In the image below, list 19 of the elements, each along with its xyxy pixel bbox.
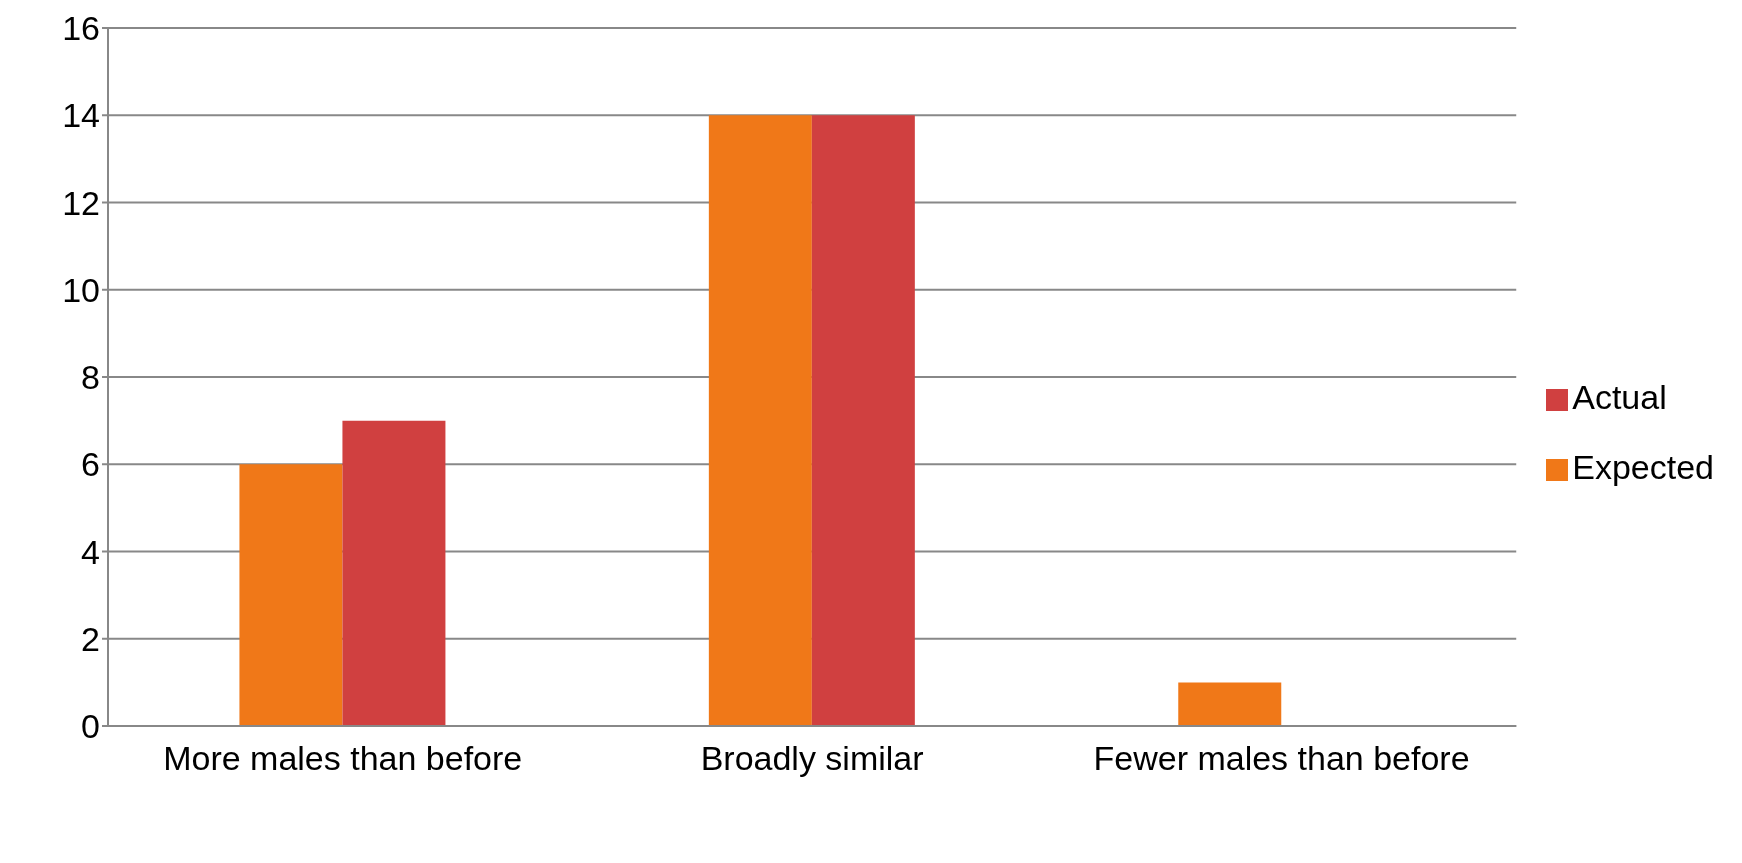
bar	[239, 464, 343, 726]
bar	[811, 115, 915, 726]
y-tick-label: 10	[62, 270, 100, 309]
x-tick-label: Broadly similar	[700, 739, 924, 778]
y-tick-label: 2	[81, 619, 100, 658]
y-tick-label: 0	[81, 707, 100, 746]
x-tick-label: More males than before	[163, 739, 523, 778]
bar	[342, 420, 446, 726]
y-tick-label: 14	[62, 96, 100, 135]
bar	[1178, 682, 1282, 726]
x-tick-label: Fewer males than before	[1093, 739, 1470, 778]
y-tick-label: 12	[62, 183, 100, 222]
bar	[708, 115, 812, 726]
y-tick-label: 16	[62, 9, 100, 48]
y-tick-label: 8	[81, 358, 100, 397]
y-tick-label: 4	[81, 532, 100, 571]
y-tick-label: 6	[81, 445, 100, 484]
legend-label: Actual	[1572, 378, 1667, 416]
legend-label: Expected	[1572, 448, 1714, 486]
